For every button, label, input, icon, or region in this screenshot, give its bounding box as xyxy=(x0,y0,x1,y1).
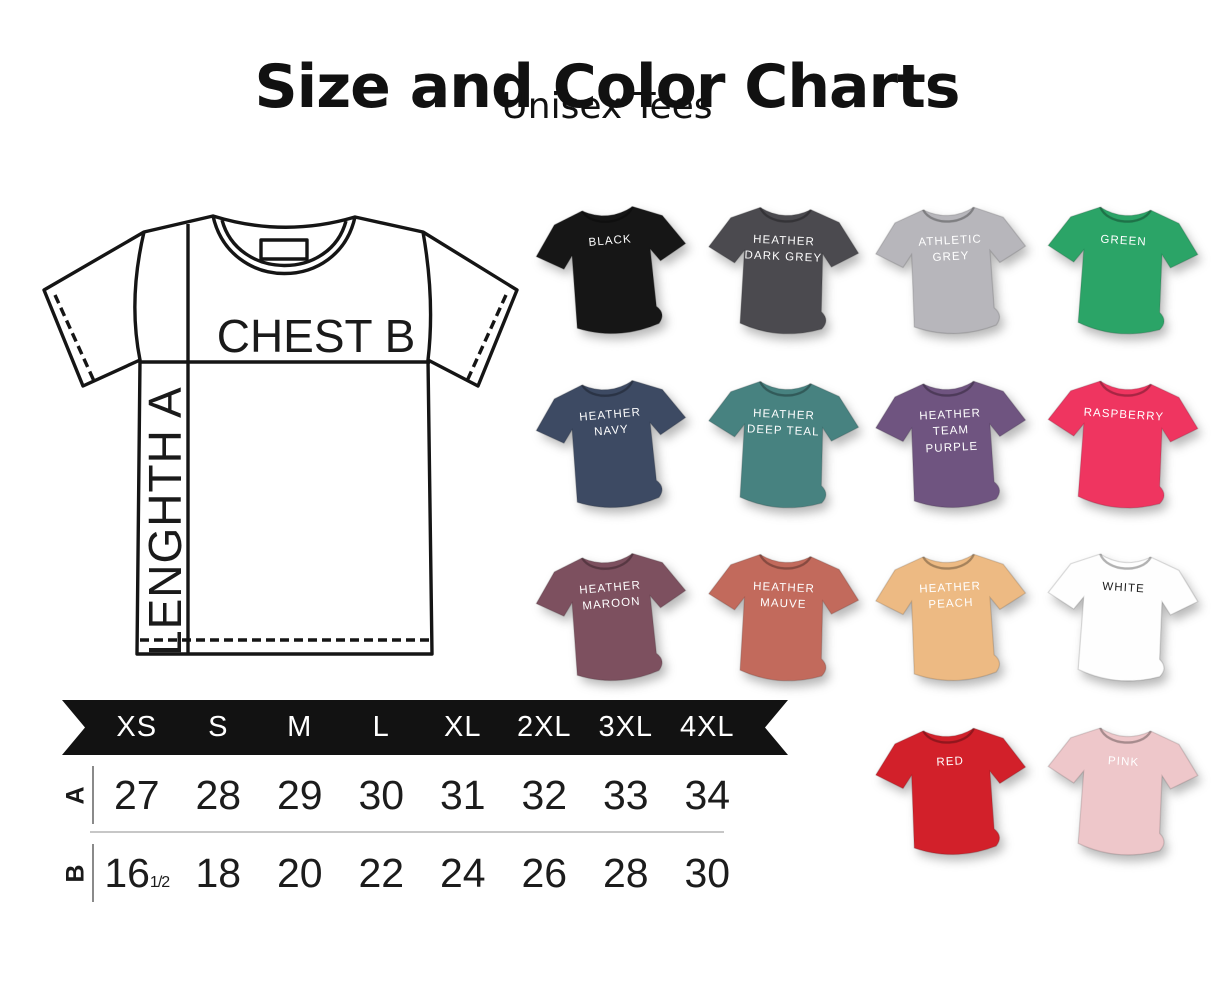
page-subtitle: Unisex Tees xyxy=(501,86,713,127)
shirt-color-label: HEATHER MAUVE xyxy=(752,580,815,612)
shirt-swatch: HEATHER MAUVE xyxy=(698,531,868,705)
size-chart: XS S M L XL 2XL 3XL 4XL A 27 28 29 30 31… xyxy=(62,700,788,904)
shirt-swatch: RASPBERRY xyxy=(1037,358,1207,532)
tee-swatch-wrap: HEATHER MAROON xyxy=(525,528,700,707)
color-swatch-grid: BLACK HEATHER DARK GREY ATHLETIC GREY GR… xyxy=(528,184,1206,878)
tee-swatch-wrap: HEATHER TEAM PURPLE xyxy=(867,357,1037,531)
tee-icon xyxy=(874,553,1027,682)
tee-swatch-wrap: RASPBERRY xyxy=(1036,357,1207,532)
size-column-label: 4XL xyxy=(679,711,735,743)
right-cuff-stitch xyxy=(465,294,508,382)
tee-swatch-wrap: HEATHER MAUVE xyxy=(698,532,867,704)
size-row-b: B 161/2 18 20 22 24 26 28 30 xyxy=(62,842,788,904)
half-fraction: 1/2 xyxy=(149,873,170,891)
shirt-swatch: HEATHER TEAM PURPLE xyxy=(867,358,1037,532)
size-column-label: L xyxy=(372,711,390,743)
shirt-swatch: HEATHER NAVY xyxy=(528,358,698,532)
size-value: 28 xyxy=(602,849,649,896)
shirt-color-label: HEATHER DEEP TEAL xyxy=(746,406,820,439)
tee-swatch-wrap: WHITE xyxy=(1036,530,1207,705)
tee-swatch-wrap: PINK xyxy=(1036,704,1207,879)
size-value: 31 xyxy=(439,771,486,818)
size-column-label: XS xyxy=(116,711,158,743)
size-column-label: 3XL xyxy=(598,711,654,743)
collar-outer-line xyxy=(211,215,357,276)
shirt-color-label: HEATHER PEACH xyxy=(918,580,982,612)
tee-swatch-wrap: HEATHER PEACH xyxy=(867,531,1037,705)
tee-icon xyxy=(535,552,687,682)
shirt-swatch: WHITE xyxy=(1037,531,1207,705)
tee-swatch-wrap: RED xyxy=(867,704,1037,878)
size-column-label: 2XL xyxy=(516,711,572,743)
tee-icon xyxy=(1046,206,1199,335)
shirt-swatch: HEATHER DARK GREY xyxy=(698,184,868,358)
shirt-color-label: HEATHER DARK GREY xyxy=(743,233,822,266)
neck-tag xyxy=(259,238,309,261)
size-value: 30 xyxy=(684,849,731,896)
shirt-swatch: BLACK xyxy=(528,184,698,358)
shirt-color-label: HEATHER MAROON xyxy=(578,579,642,613)
shirt-swatch: ATHLETIC GREY xyxy=(867,184,1037,358)
size-value: 26 xyxy=(521,849,568,896)
size-column-label: M xyxy=(287,711,313,743)
tee-swatch-wrap: HEATHER DEEP TEAL xyxy=(698,358,867,530)
tee-measurement-diagram: CHEST B LENGHTH A xyxy=(42,214,519,656)
shirt-swatch: RED xyxy=(867,705,1037,879)
shirt-swatch: PINK xyxy=(1037,705,1207,879)
size-value: 161/2 xyxy=(104,849,170,896)
tee-swatch-wrap: BLACK xyxy=(525,181,700,360)
size-column-label: XL xyxy=(444,711,482,743)
shirt-color-label: HEATHER NAVY xyxy=(578,405,642,439)
page-title: Size and Color Charts xyxy=(254,52,960,123)
tee-icon xyxy=(874,380,1027,508)
chest-label: CHEST B xyxy=(217,310,416,362)
tee-icon xyxy=(874,206,1027,335)
tee-icon xyxy=(1046,726,1199,856)
size-value: 24 xyxy=(439,849,486,896)
tee-icon xyxy=(707,206,859,335)
size-value: 29 xyxy=(276,771,323,818)
row-label-b: B xyxy=(61,863,90,883)
size-value: 33 xyxy=(602,771,649,818)
shirt-swatch: HEATHER MAROON xyxy=(528,531,698,705)
shirt-color-label: RED xyxy=(936,754,965,768)
size-chart-header-ribbon: XS S M L XL 2XL 3XL 4XL xyxy=(62,700,788,755)
left-cuff-stitch xyxy=(53,294,96,382)
tee-swatch-wrap: ATHLETIC GREY xyxy=(867,184,1037,358)
tee-icon xyxy=(874,727,1027,855)
tee-icon xyxy=(707,553,859,682)
tee-icon xyxy=(1046,553,1199,682)
tee-outline xyxy=(42,214,519,656)
size-value: 30 xyxy=(358,771,405,818)
tee-icon xyxy=(535,379,687,508)
size-value: 18 xyxy=(195,849,242,896)
tee-swatch-wrap: GREEN xyxy=(1036,183,1207,358)
shirt-swatch: HEATHER DEEP TEAL xyxy=(698,358,868,532)
tee-icon xyxy=(707,380,859,508)
size-value: 34 xyxy=(684,771,731,818)
size-value: 28 xyxy=(195,771,242,818)
collar-inner-line xyxy=(220,219,348,268)
length-label: LENGHTH A xyxy=(139,386,191,656)
shirt-color-label: ATHLETIC GREY xyxy=(918,233,983,265)
size-row-a: A 27 28 29 30 31 32 33 34 xyxy=(62,764,788,826)
size-value: 27 xyxy=(113,771,160,818)
right-sleeve-seam xyxy=(421,231,433,361)
row-label-a: A xyxy=(61,785,90,805)
shirt-swatch: GREEN xyxy=(1037,184,1207,358)
left-sleeve-seam xyxy=(133,231,146,361)
size-value: 32 xyxy=(521,771,568,818)
row-divider xyxy=(90,831,724,833)
tee-icon xyxy=(1046,379,1199,509)
tee-icon xyxy=(535,205,687,335)
tee-swatch-wrap: HEATHER NAVY xyxy=(525,355,700,534)
shirt-color-label: HEATHER TEAM PURPLE xyxy=(918,406,982,455)
size-column-label: S xyxy=(208,711,229,743)
size-value: 22 xyxy=(358,849,405,896)
shirt-swatch: HEATHER PEACH xyxy=(867,531,1037,705)
tee-swatch-wrap: HEATHER DARK GREY xyxy=(698,185,867,357)
size-value: 20 xyxy=(276,849,323,896)
